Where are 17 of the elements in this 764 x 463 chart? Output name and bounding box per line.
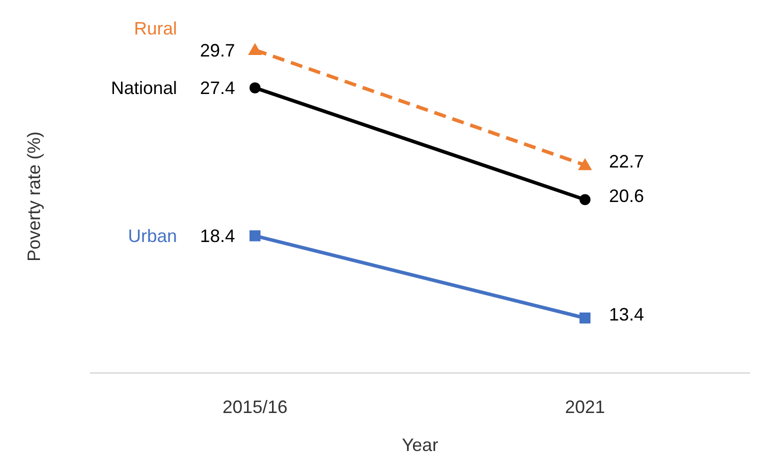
x-axis-title: Year	[402, 435, 438, 455]
data-label: 29.7	[200, 40, 235, 60]
data-label: 22.7	[609, 151, 644, 172]
data-label: 13.4	[609, 304, 644, 324]
point	[250, 82, 260, 94]
text: Rural	[134, 18, 177, 38]
text: Urban	[128, 226, 177, 246]
x-tick-label: 2015/16	[222, 397, 288, 417]
data-label: 18.4	[200, 226, 235, 246]
data-label: 27.4	[200, 78, 235, 98]
y-axis-title: Poverty rate (%)	[24, 131, 44, 262]
data-label: 20.6	[609, 186, 644, 206]
point	[250, 230, 260, 242]
point	[580, 312, 590, 324]
text: National	[110, 78, 177, 98]
point	[580, 194, 590, 206]
x-tick-label: 2021	[564, 397, 606, 417]
